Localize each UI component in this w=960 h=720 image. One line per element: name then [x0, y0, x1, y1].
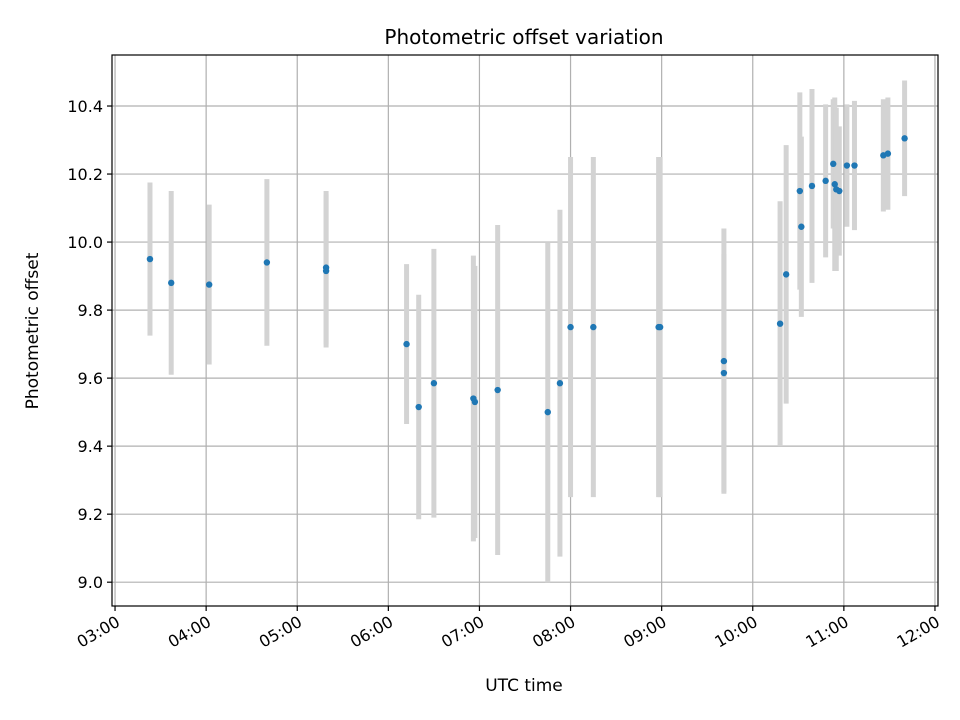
x-tick-label: 05:00: [256, 612, 305, 652]
data-point: [544, 408, 551, 416]
data-point: [415, 403, 422, 411]
y-tick-label: 9.2: [78, 505, 103, 524]
x-tick-label: 12:00: [894, 612, 943, 652]
error-bars: [147, 80, 908, 583]
x-tick-label: 09:00: [620, 612, 669, 652]
data-point: [403, 340, 410, 348]
data-point: [782, 271, 790, 278]
data-point: [168, 279, 175, 287]
data-point: [776, 320, 784, 327]
data-point: [843, 162, 851, 169]
data-point: [556, 380, 564, 387]
axis-ticks: [107, 105, 936, 611]
y-tick-label: 10.0: [67, 233, 103, 252]
data-points: [146, 135, 908, 416]
x-tick-label: 03:00: [74, 612, 123, 652]
data-point: [836, 187, 843, 195]
y-tick-labels: 9.0 9.2 9.4 9.6 9.8 10.0 10.2 10.4: [67, 97, 103, 592]
grid-lines: [112, 55, 938, 606]
y-tick-label: 10.4: [67, 97, 103, 116]
x-tick-labels: 03:00 04:00 05:00 06:00 07:00 08:00 09:00 10:00…: [74, 612, 943, 652]
data-point: [822, 177, 829, 185]
data-point: [590, 323, 597, 331]
data-point: [567, 323, 574, 331]
y-tick-label: 9.4: [78, 437, 103, 456]
data-point: [430, 380, 438, 387]
x-tick-label: 07:00: [438, 612, 487, 652]
data-point: [471, 398, 479, 406]
data-point: [884, 150, 892, 157]
x-tick-label: 10:00: [711, 612, 760, 652]
data-point: [798, 223, 805, 230]
x-tick-label: 11:00: [802, 612, 851, 652]
data-point: [494, 386, 501, 394]
x-tick-label: 08:00: [529, 612, 578, 652]
y-axis-label: Photometric offset: [23, 252, 43, 409]
data-point: [830, 160, 837, 168]
data-point: [720, 369, 728, 377]
x-axis-label: UTC time: [485, 676, 563, 696]
y-tick-label: 9.8: [78, 301, 103, 320]
x-tick-label: 06:00: [347, 612, 396, 652]
data-point: [831, 181, 838, 188]
y-tick-label: 10.2: [67, 165, 103, 184]
data-point: [796, 187, 804, 195]
data-point: [901, 135, 908, 142]
plot-frame: [111, 54, 939, 607]
chart-title: Photometric offset variation: [384, 25, 663, 49]
y-tick-label: 9.6: [78, 369, 103, 388]
data-point: [322, 264, 330, 271]
data-point: [263, 259, 271, 266]
data-point: [720, 357, 728, 365]
x-tick-label: 04:00: [165, 612, 214, 652]
data-point: [656, 323, 664, 331]
data-point: [851, 162, 858, 169]
data-point: [808, 182, 816, 190]
data-point: [146, 255, 154, 263]
y-tick-label: 9.0: [78, 573, 103, 592]
data-point: [205, 281, 213, 288]
